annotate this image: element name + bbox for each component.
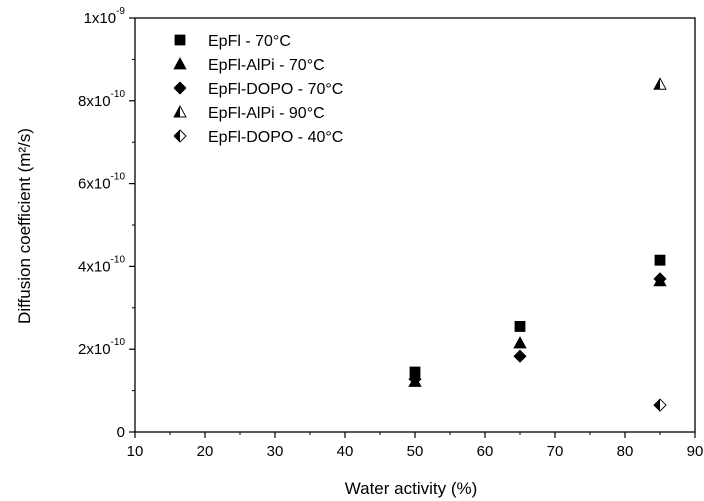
y-tick-label: 8x10-10 (78, 89, 125, 110)
legend-marker-5 (173, 129, 187, 143)
y-tick-label: 2x10-10 (78, 337, 125, 358)
x-tick-label: 90 (687, 443, 704, 460)
legend-marker-2 (173, 57, 187, 70)
data-point-series-3 (513, 349, 527, 363)
data-points (408, 77, 667, 412)
legend: EpFl - 70°C EpFl-AlPi - 70°C EpFl-DOPO - 7… (173, 33, 343, 146)
legend-marker-1 (174, 34, 186, 46)
data-point-series-5 (653, 398, 667, 412)
data-point-series-4 (653, 77, 667, 90)
x-tick-label: 30 (267, 443, 284, 460)
x-tick-label: 50 (407, 443, 424, 460)
data-point-series-1 (409, 366, 421, 378)
axis-ticks: 10 20 30 40 50 60 70 80 90 0 2x10-10 4x10-10 6x10-10… (78, 6, 703, 460)
data-point-series-3 (408, 372, 422, 386)
legend-marker-3 (173, 81, 187, 95)
y-tick-label: 6x10-10 (78, 172, 125, 193)
x-axis-label: Water activity (%) (345, 479, 478, 498)
legend-label-1: EpFl - 70°C (208, 33, 291, 50)
x-tick-label: 70 (547, 443, 564, 460)
y-tick-label: 0 (117, 424, 125, 441)
y-axis-label: Diffusion coefficient (m²/s) (15, 128, 34, 324)
x-tick-label: 20 (197, 443, 214, 460)
y-tick-label: 4x10-10 (78, 254, 125, 275)
x-tick-label: 60 (477, 443, 494, 460)
x-tick-label: 80 (617, 443, 634, 460)
x-tick-label: 10 (127, 443, 144, 460)
legend-label-5: EpFl-DOPO - 40°C (208, 129, 343, 146)
data-point-series-3 (653, 272, 667, 286)
data-point-series-2 (513, 336, 527, 349)
legend-marker-4 (173, 105, 187, 118)
legend-label-4: EpFl-AlPi - 90°C (208, 105, 325, 122)
y-tick-label: 1x10-9 (84, 6, 126, 27)
data-point-series-1 (654, 254, 666, 266)
legend-label-2: EpFl-AlPi - 70°C (208, 57, 325, 74)
x-tick-label: 40 (337, 443, 354, 460)
legend-label-3: EpFl-DOPO - 70°C (208, 81, 343, 98)
data-point-series-1 (514, 321, 526, 332)
